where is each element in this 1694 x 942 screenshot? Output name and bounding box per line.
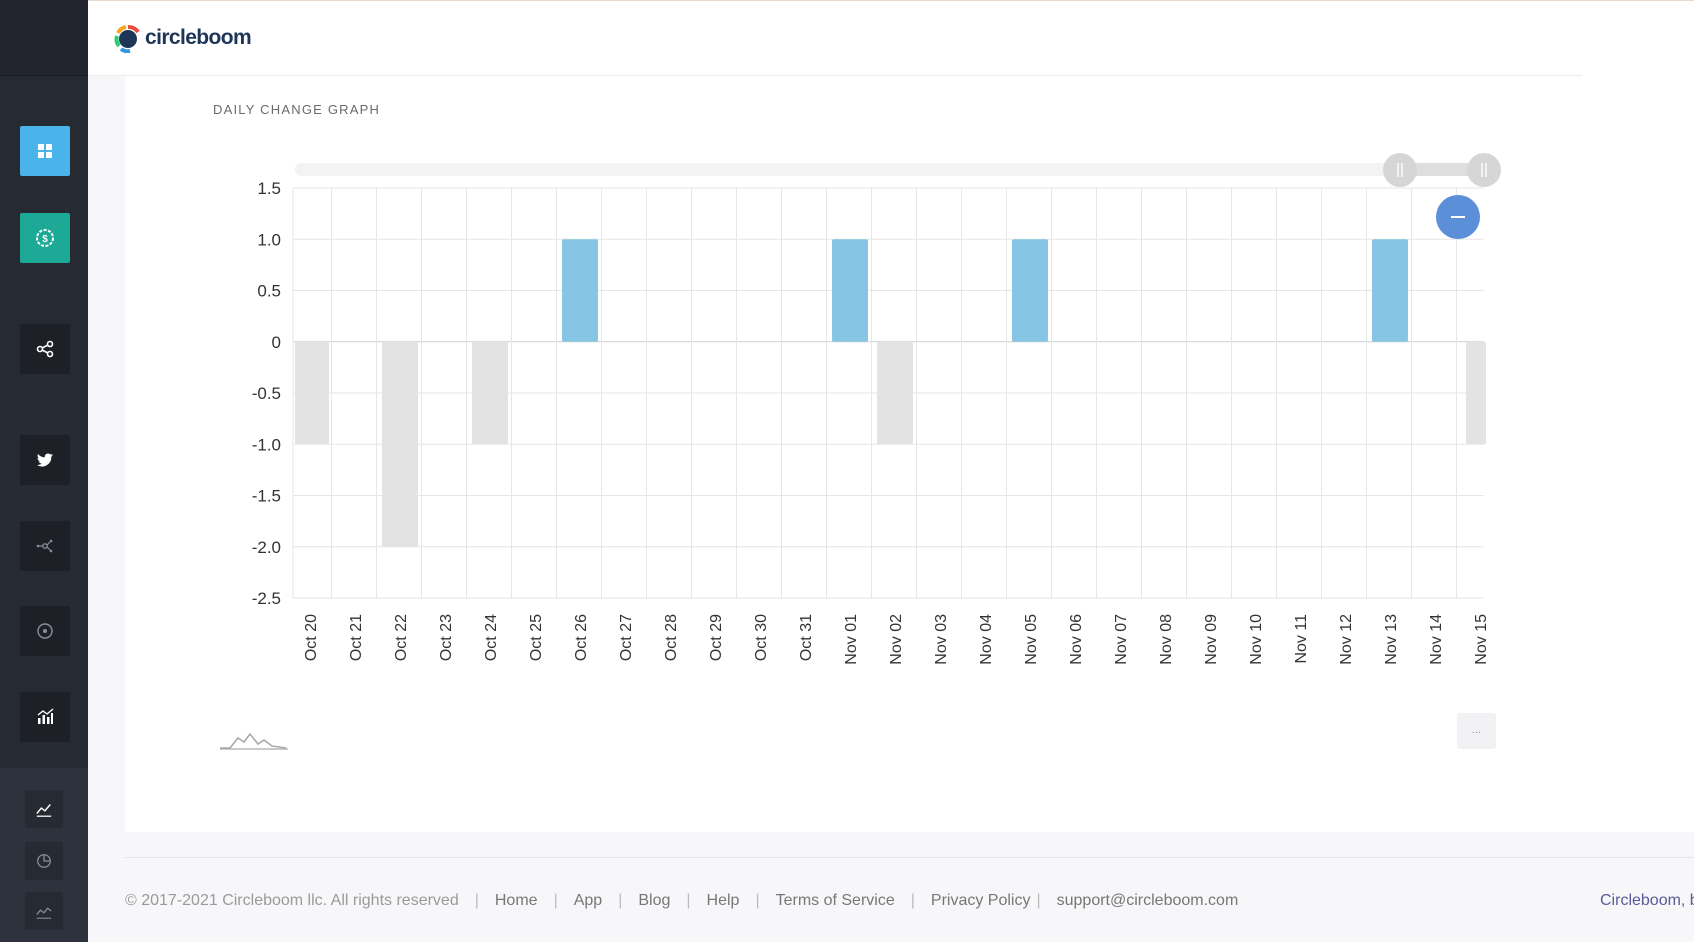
x-tick-label: Oct 24: [483, 614, 500, 661]
footer-links: © 2017-2021 Circleboom llc. All rights r…: [125, 892, 1239, 909]
sidebar-subitem-line[interactable]: [25, 892, 63, 930]
x-tick-label: Oct 27: [618, 614, 635, 661]
svg-text:$: $: [42, 234, 48, 245]
x-tick-label: Oct 31: [798, 614, 815, 661]
sidebar-item-share[interactable]: [20, 324, 70, 374]
sidebar-item-pricing[interactable]: $: [20, 213, 70, 263]
x-tick-label: Oct 29: [708, 614, 725, 661]
mini-chart-icon: [220, 728, 290, 757]
bar-positive[interactable]: [1012, 239, 1048, 342]
sidebar-subitem-trend[interactable]: [25, 790, 63, 828]
y-tick-label: 0: [272, 333, 281, 352]
y-tick-label: -1.5: [252, 487, 281, 506]
x-tick-label: Oct 25: [528, 614, 545, 661]
sidebar-item-target[interactable]: [20, 606, 70, 656]
footer-divider: [125, 857, 1694, 858]
sidebar-item-analytics[interactable]: [20, 692, 70, 742]
brand-name: circleboom: [145, 26, 252, 49]
footer-email-link[interactable]: support@circleboom.com: [1056, 892, 1239, 909]
x-tick-label: Nov 05: [1023, 614, 1040, 665]
x-tick-label: Nov 10: [1248, 614, 1265, 665]
x-tick-label: Nov 12: [1338, 614, 1355, 665]
bar-negative[interactable]: [295, 341, 329, 445]
sidebar-item-network[interactable]: [20, 521, 70, 571]
brand-logo[interactable]: circleboom: [114, 23, 252, 53]
x-tick-label: Oct 21: [348, 614, 365, 661]
footer: [88, 832, 1694, 942]
footer-right-text: Circleboom, b: [1600, 892, 1694, 909]
network-nodes-icon: [36, 539, 53, 553]
pie-chart-icon: [37, 854, 51, 868]
footer-link-home[interactable]: Home: [494, 892, 538, 909]
x-tick-label: Nov 11: [1293, 614, 1310, 664]
x-tick-label: Nov 02: [888, 614, 905, 665]
y-tick-label: 1.0: [257, 230, 281, 249]
share-icon: [36, 340, 54, 358]
sidebar-submenu: [0, 768, 88, 942]
sidebar-item-twitter[interactable]: [20, 435, 70, 485]
x-tick-label: Nov 06: [1068, 614, 1085, 665]
y-tick-label: 0.5: [257, 282, 281, 301]
target-circle-icon: [37, 623, 53, 639]
chart-more-button[interactable]: ...: [1457, 713, 1496, 749]
top-bar: circleboom: [88, 0, 1582, 76]
zoom-handle[interactable]: [1383, 153, 1417, 187]
x-tick-label: Oct 20: [303, 614, 320, 661]
x-tick-label: Nov 07: [1113, 614, 1130, 665]
x-tick-label: Nov 08: [1158, 614, 1175, 665]
x-tick-label: Oct 30: [753, 614, 770, 661]
x-tick-label: Nov 13: [1383, 614, 1400, 665]
zoom-range[interactable]: [1400, 163, 1485, 176]
footer-link-app[interactable]: App: [573, 892, 603, 909]
footer-copyright: © 2017-2021 Circleboom llc. All rights r…: [125, 892, 459, 909]
sidebar-header: [0, 0, 88, 76]
zoom-handle[interactable]: [1467, 153, 1501, 187]
x-tick-label: Nov 14: [1428, 614, 1445, 665]
dollar-badge-icon: $: [36, 229, 54, 247]
sidebar: $: [0, 0, 88, 942]
bar-negative[interactable]: [877, 341, 913, 445]
bar-negative[interactable]: [382, 341, 418, 547]
y-tick-label: -2.0: [252, 538, 281, 557]
zoom-track: [295, 163, 1445, 176]
x-tick-label: Oct 22: [393, 614, 410, 661]
y-tick-label: -1.0: [252, 435, 281, 454]
bar-negative[interactable]: [1466, 341, 1486, 445]
x-tick-label: Nov 15: [1473, 614, 1490, 665]
footer-link-help[interactable]: Help: [706, 892, 740, 909]
x-tick-label: Nov 09: [1203, 614, 1220, 665]
footer-link-privacy[interactable]: Privacy Policy: [930, 892, 1031, 909]
bar-negative[interactable]: [472, 341, 508, 445]
y-tick-label: 1.5: [257, 179, 281, 198]
y-tick-label: -2.5: [252, 589, 281, 608]
x-tick-label: Oct 28: [663, 614, 680, 661]
sidebar-subitem-pie[interactable]: [25, 842, 63, 880]
x-tick-label: Nov 03: [933, 614, 950, 665]
circleboom-logo-icon: [114, 25, 140, 53]
bar-positive[interactable]: [832, 239, 868, 342]
dashboard-grid-icon: [38, 144, 52, 158]
footer-link-blog[interactable]: Blog: [638, 892, 671, 909]
footer-link-terms[interactable]: Terms of Service: [775, 892, 895, 909]
bar-positive[interactable]: [562, 239, 598, 342]
x-tick-label: Oct 26: [573, 614, 590, 661]
trend-up-icon: [36, 804, 52, 817]
x-tick-label: Nov 01: [843, 614, 860, 665]
y-tick-label: -0.5: [252, 384, 281, 403]
bar-positive[interactable]: [1372, 239, 1408, 342]
analytics-chart-icon: [37, 708, 54, 724]
twitter-bird-icon: [37, 453, 53, 467]
card-title: DAILY CHANGE GRAPH: [213, 102, 381, 117]
sidebar-item-dashboard[interactable]: [20, 126, 70, 176]
x-tick-label: Oct 23: [438, 614, 455, 661]
line-chart-icon: [36, 907, 52, 919]
x-tick-label: Nov 04: [978, 614, 995, 665]
